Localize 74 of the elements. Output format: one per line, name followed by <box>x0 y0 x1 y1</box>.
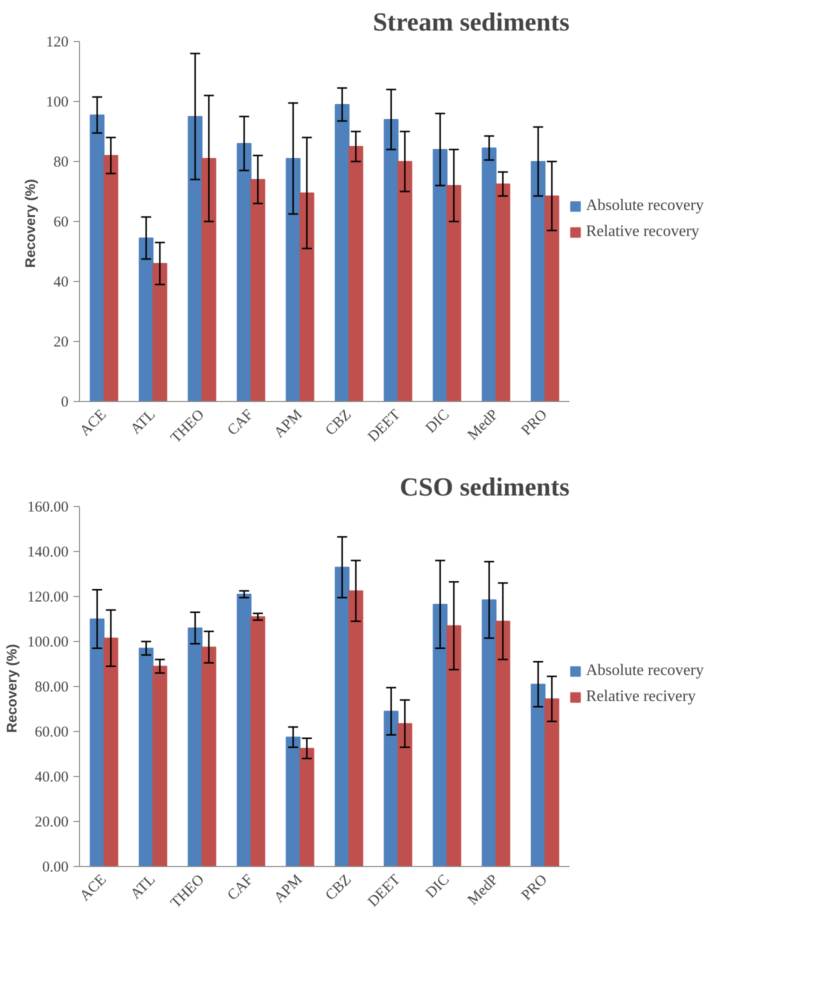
legend-label: Absolute recovery <box>586 197 704 215</box>
bar <box>250 616 266 866</box>
legend-label: Absolute recovery <box>586 662 704 680</box>
bar <box>496 184 510 402</box>
x-tick-label: CBZ <box>322 872 355 904</box>
y-tick-label: 100 <box>46 94 68 110</box>
bar <box>544 196 560 402</box>
chart-title: CSO sediments <box>400 472 570 502</box>
bar <box>432 604 448 866</box>
y-tick-label: 20 <box>54 334 68 350</box>
bar <box>188 116 202 402</box>
y-tick-label: 40 <box>54 274 68 290</box>
bar <box>334 104 350 402</box>
bar <box>300 748 314 866</box>
y-tick-label: 0.00 <box>42 860 68 876</box>
bar <box>482 148 496 402</box>
bar <box>152 263 168 402</box>
y-tick-label: 140.00 <box>27 544 68 560</box>
bar <box>348 590 364 866</box>
legend-label: Relative recivery <box>586 688 696 706</box>
bar <box>530 161 546 402</box>
bar <box>286 736 300 866</box>
y-tick-label: 0 <box>61 394 68 410</box>
y-tick-label: 60 <box>54 214 68 230</box>
y-axis-title: Recovery (%) <box>3 644 20 733</box>
bar <box>104 155 118 402</box>
chart-title: Stream sediments <box>372 8 570 36</box>
y-axis-title: Recovery (%) <box>22 179 38 268</box>
bar <box>384 119 398 402</box>
x-tick-label: DIC <box>423 406 453 436</box>
bar <box>250 179 266 402</box>
bar <box>300 192 314 402</box>
y-tick-label: 80.00 <box>34 680 68 696</box>
bar <box>496 620 510 866</box>
legend-label: Relative recovery <box>586 223 700 241</box>
bar <box>236 143 252 402</box>
bar <box>544 698 560 866</box>
bar <box>482 599 496 866</box>
x-tick-label: DIC <box>423 872 453 902</box>
y-tick-label: 100.00 <box>27 634 68 650</box>
bar <box>202 646 216 866</box>
x-tick-label: ATL <box>128 406 159 438</box>
bar <box>432 149 448 402</box>
bar <box>530 684 546 866</box>
bar <box>446 185 462 402</box>
bar <box>334 566 350 866</box>
y-tick-label: 40.00 <box>34 770 68 786</box>
bar <box>384 710 398 866</box>
bar <box>104 638 118 866</box>
y-tick-label: 80 <box>54 154 68 170</box>
y-tick-label: 120 <box>46 34 68 50</box>
bar <box>188 628 202 866</box>
bar <box>348 146 364 402</box>
y-tick-label: 120.00 <box>27 590 68 606</box>
bar <box>202 158 216 402</box>
x-tick-label: PRO <box>518 872 551 904</box>
x-tick-label: ATL <box>128 872 159 903</box>
bar <box>286 158 300 402</box>
bar <box>138 238 154 402</box>
x-tick-label: CAF <box>224 872 257 904</box>
y-tick-label: 60.00 <box>34 724 68 740</box>
bar <box>90 114 104 402</box>
x-tick-label: PRO <box>518 406 551 439</box>
bar <box>152 666 168 866</box>
bar <box>398 723 412 866</box>
x-tick-label: CBZ <box>322 406 355 439</box>
bar <box>138 648 154 866</box>
y-tick-label: 160.00 <box>27 500 68 516</box>
x-tick-label: CAF <box>224 406 257 439</box>
y-tick-label: 20.00 <box>34 814 68 830</box>
bar <box>236 594 252 866</box>
bar <box>90 618 104 866</box>
bar <box>398 161 412 402</box>
bar <box>446 625 462 866</box>
